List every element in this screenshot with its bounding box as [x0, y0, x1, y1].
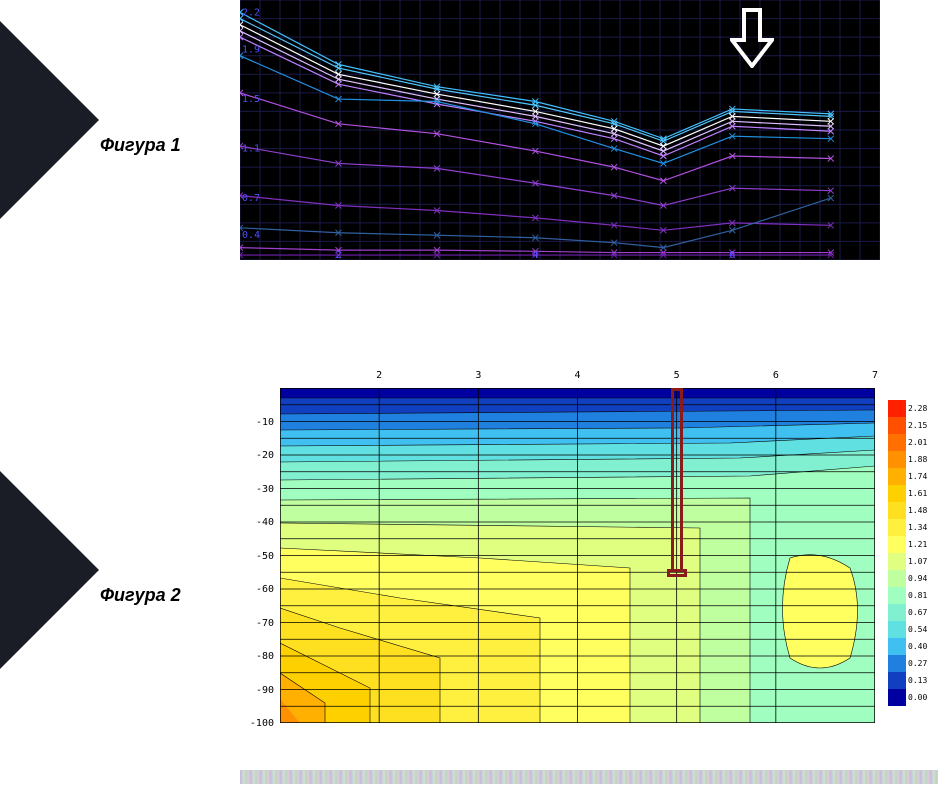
- legend-item: 0.81: [888, 587, 938, 604]
- figure1-pointer: [0, 30, 180, 210]
- x-tick-label: 2: [376, 370, 382, 381]
- y-tick-label: -80: [244, 651, 274, 662]
- legend-item: 2.15: [888, 417, 938, 434]
- figure1-label: Фигура 1: [100, 135, 181, 156]
- legend-item: 1.07: [888, 553, 938, 570]
- svg-text:1.1: 1.1: [242, 144, 260, 155]
- svg-text:1.5: 1.5: [242, 94, 260, 105]
- legend-item: 2.28: [888, 400, 938, 417]
- legend-item: 2.01: [888, 434, 938, 451]
- red-marker: [671, 388, 683, 572]
- svg-text:6: 6: [729, 250, 735, 260]
- y-tick-label: -30: [244, 484, 274, 495]
- svg-text:1.9: 1.9: [242, 45, 260, 56]
- y-tick-label: -90: [244, 685, 274, 696]
- y-tick-label: -50: [244, 551, 274, 562]
- legend-item: 0.67: [888, 604, 938, 621]
- y-tick-label: -60: [244, 584, 274, 595]
- svg-text:4: 4: [532, 250, 538, 260]
- legend-item: 1.61: [888, 485, 938, 502]
- legend-item: 1.88: [888, 451, 938, 468]
- arrow-down-icon: [730, 8, 774, 68]
- line-chart: 0.4 0.7 1.1 1.5 1.9 2.2 2 4 6: [240, 0, 880, 265]
- svg-text:0.4: 0.4: [242, 230, 260, 241]
- x-tick-label: 7: [872, 370, 878, 381]
- legend-item: 0.13: [888, 672, 938, 689]
- y-tick-label: -70: [244, 618, 274, 629]
- svg-text:0.7: 0.7: [242, 193, 260, 204]
- svg-text:2: 2: [335, 250, 341, 260]
- x-tick-label: 6: [773, 370, 779, 381]
- legend-item: 0.00: [888, 689, 938, 706]
- x-tick-label: 5: [674, 370, 680, 381]
- pointer-shape: [0, 21, 99, 219]
- contour-heatmap: 2 3 4 5 6 7 -10 -20 -30 -40 -50 -60 -70 -80 -90 -100 2…: [240, 370, 938, 730]
- x-tick-label: 4: [575, 370, 581, 381]
- legend-item: 1.34: [888, 519, 938, 536]
- legend-item: 0.54: [888, 621, 938, 638]
- pointer-shape: [0, 471, 99, 669]
- red-marker-base: [667, 569, 687, 577]
- y-tick-label: -100: [244, 718, 274, 729]
- figure2-pointer: [0, 480, 180, 660]
- line-chart-svg: 0.4 0.7 1.1 1.5 1.9 2.2 2 4 6: [240, 0, 880, 260]
- legend-item: 0.94: [888, 570, 938, 587]
- legend-item: 0.40: [888, 638, 938, 655]
- legend-item: 0.27: [888, 655, 938, 672]
- noise-strip: [240, 770, 938, 784]
- svg-text:2.2: 2.2: [242, 7, 260, 18]
- y-tick-label: -10: [244, 417, 274, 428]
- heatmap-svg: [280, 388, 875, 723]
- legend-item: 1.48: [888, 502, 938, 519]
- legend-item: 1.74: [888, 468, 938, 485]
- y-tick-label: -40: [244, 517, 274, 528]
- legend-item: 1.21: [888, 536, 938, 553]
- y-tick-label: -20: [244, 450, 274, 461]
- heatmap-legend: 2.282.152.011.881.741.611.481.341.211.07…: [888, 400, 938, 706]
- figure2-label: Фигура 2: [100, 585, 181, 606]
- x-tick-label: 3: [475, 370, 481, 381]
